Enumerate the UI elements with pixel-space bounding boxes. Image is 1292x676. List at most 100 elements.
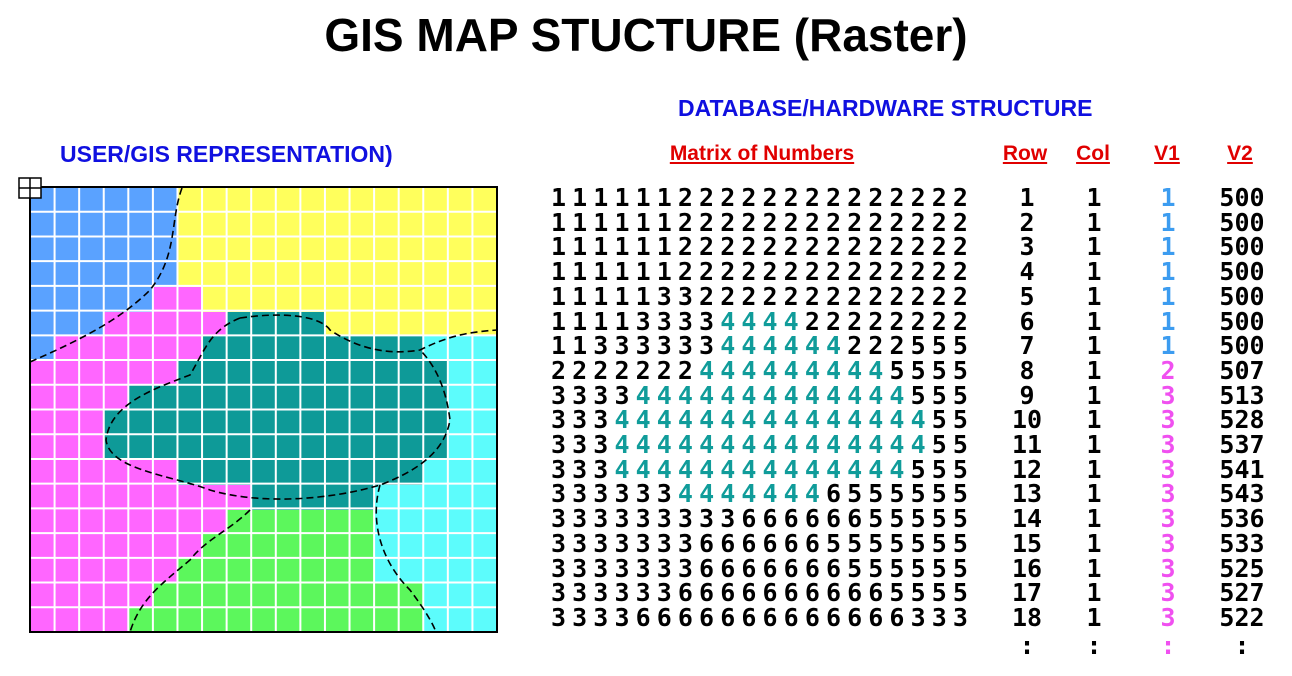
matrix-row: 33336666666666666333 — [551, 602, 975, 632]
continuation: : — [1160, 630, 1176, 660]
matrix-row: 11111122222222222222 — [551, 232, 975, 262]
cell-v1: 2 — [1160, 355, 1176, 385]
cell-v2: 513 — [1219, 380, 1265, 410]
cell-row: 6 — [1019, 306, 1035, 336]
cell-row: 5 — [1019, 281, 1035, 311]
cell-col: 1 — [1086, 405, 1102, 435]
cell-v1: 3 — [1160, 430, 1176, 459]
cell-v1: 3 — [1160, 479, 1176, 509]
cell-v2: 537 — [1219, 430, 1265, 459]
matrix-row: 33333336666666555555 — [551, 553, 975, 583]
cell-col: 1 — [1086, 331, 1102, 361]
cell-row: 1 — [1019, 183, 1035, 212]
cell-v2: 500 — [1219, 306, 1265, 336]
title: GIS MAP STUCTURE (Raster) — [324, 9, 968, 61]
matrix-row: 33334444444444444555 — [551, 380, 975, 410]
cell-v2: 533 — [1219, 528, 1265, 558]
matrix-row: 22222224444444445555 — [551, 355, 975, 385]
cell-col: 1 — [1086, 430, 1102, 459]
cell-row: 2 — [1019, 207, 1035, 237]
column-heading: Row — [1002, 142, 1048, 165]
cell-v1: 1 — [1160, 257, 1176, 287]
cell-v1: 3 — [1160, 405, 1176, 435]
column-heading: Matrix of Numbers — [669, 142, 855, 165]
cell-v1: 3 — [1160, 380, 1176, 410]
cell-v2: 507 — [1219, 355, 1265, 385]
cell-col: 1 — [1086, 183, 1102, 212]
cell-row: 17 — [1011, 578, 1043, 608]
cell-v1: 1 — [1160, 232, 1176, 262]
cell-v2: 500 — [1219, 331, 1265, 361]
cell-v1: 3 — [1160, 602, 1176, 632]
cell-row: 3 — [1019, 232, 1035, 262]
matrix-row: 11111122222222222222 — [551, 257, 975, 287]
cell-col: 1 — [1086, 306, 1102, 336]
right-heading: DATABASE/HARDWARE STRUCTURE — [678, 95, 1093, 121]
cell-v2: 525 — [1219, 553, 1265, 583]
cell-row: 7 — [1019, 331, 1035, 361]
cell-v2: 541 — [1219, 454, 1265, 484]
cell-row: 18 — [1011, 602, 1043, 632]
cell-row: 11 — [1011, 430, 1043, 459]
raster-map — [18, 177, 498, 633]
cell-v2: 527 — [1219, 578, 1265, 608]
cell-row: 16 — [1011, 553, 1043, 583]
matrix-row: 33344444444444444455 — [551, 405, 975, 435]
cell-col: 1 — [1086, 232, 1102, 262]
continuation: : — [1019, 630, 1035, 660]
matrix-row: 33344444444444444555 — [551, 454, 975, 484]
cell-v2: 500 — [1219, 183, 1265, 212]
cell-v2: 528 — [1219, 405, 1265, 435]
map-border — [29, 186, 498, 633]
cell-row: 14 — [1011, 504, 1043, 534]
cell-row: 8 — [1019, 355, 1035, 385]
cell-v1: 1 — [1160, 331, 1176, 361]
cell-col: 1 — [1086, 504, 1102, 534]
cell-col: 1 — [1086, 281, 1102, 311]
cell-v2: 500 — [1219, 207, 1265, 237]
cell-v2: 500 — [1219, 257, 1265, 287]
cell-v2: 543 — [1219, 479, 1265, 509]
cell-v1: 3 — [1160, 553, 1176, 583]
cell-v1: 1 — [1160, 306, 1176, 336]
matrix-row: 11111332222222222222 — [551, 281, 975, 311]
matrix-row: 33333366666666665555 — [551, 578, 975, 608]
left-heading: USER/GIS REPRESENTATION) — [60, 141, 393, 167]
cell-v1: 1 — [1160, 183, 1176, 212]
cell-v1: 3 — [1160, 528, 1176, 558]
cell-row: 9 — [1019, 380, 1035, 410]
cell-col: 1 — [1086, 454, 1102, 484]
matrix-row: 33333344444446555555 — [551, 479, 975, 509]
continuation: : — [1086, 630, 1102, 660]
cell-col: 1 — [1086, 380, 1102, 410]
cell-col: 1 — [1086, 355, 1102, 385]
corner-icon — [18, 177, 42, 199]
region-yellow — [178, 187, 497, 361]
cell-v2: 536 — [1219, 504, 1265, 534]
cell-col: 1 — [1086, 553, 1102, 583]
boundaries — [29, 187, 498, 633]
grid — [30, 187, 497, 632]
matrix-row: 11111122222222222222 — [551, 207, 975, 237]
matrix-row: 33333336666665555555 — [551, 528, 975, 558]
cell-v2: 500 — [1219, 281, 1265, 311]
cell-row: 10 — [1011, 405, 1043, 435]
cell-col: 1 — [1086, 528, 1102, 558]
cell-v1: 3 — [1160, 504, 1176, 534]
column-heading: V1 — [1154, 142, 1180, 165]
matrix-row: 33333333366666655555 — [551, 504, 975, 534]
cell-row: 4 — [1019, 257, 1035, 287]
cell-row: 15 — [1011, 528, 1043, 558]
column-heading: Col — [1076, 142, 1110, 165]
cell-row: 12 — [1011, 454, 1043, 484]
cell-v1: 1 — [1160, 207, 1176, 237]
cell-v1: 3 — [1160, 454, 1176, 484]
matrix-row: 33344444444444444455 — [551, 430, 975, 459]
cell-v1: 3 — [1160, 578, 1176, 608]
cell-col: 1 — [1086, 479, 1102, 509]
cell-v2: 500 — [1219, 232, 1265, 262]
matrix-row: 11111122222222222222 — [551, 183, 975, 212]
matrix-row: 11113333444422222222 — [551, 306, 975, 336]
cell-v2: 522 — [1219, 602, 1265, 632]
